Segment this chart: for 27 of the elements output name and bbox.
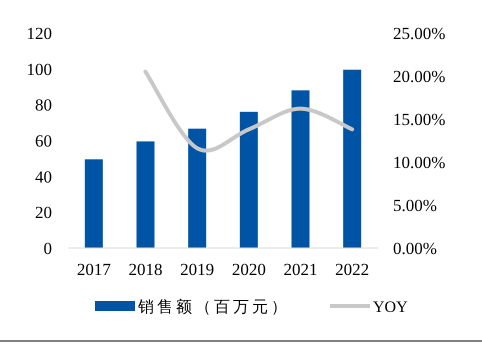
y-tick-label: 40 (35, 167, 52, 186)
y-tick-label: 100 (26, 60, 52, 79)
bar (292, 90, 310, 248)
legend-label: YOY (373, 299, 408, 316)
x-tick-label: 2019 (180, 260, 214, 279)
bar (136, 141, 154, 248)
y2-tick-label: 10.00% (393, 153, 446, 172)
y-tick-label: 0 (44, 239, 52, 258)
y2-tick-label: 15.00% (393, 110, 446, 129)
x-tick-label: 2022 (335, 260, 370, 279)
y-tick-label: 80 (35, 96, 52, 115)
y-tick-label: 120 (26, 24, 52, 43)
y2-tick-label: 20.00% (393, 67, 446, 86)
x-tick-label: 2018 (128, 260, 162, 279)
y2-tick-label: 0.00% (393, 239, 437, 258)
x-tick-label: 2020 (232, 260, 266, 279)
legend-label: 销售额（百万元） (137, 298, 290, 316)
bar (240, 112, 258, 248)
x-tick-label: 2017 (76, 260, 112, 279)
y-tick-label: 20 (35, 203, 52, 222)
y2-tick-label: 25.00% (393, 24, 446, 43)
x-tick-label: 2021 (284, 260, 318, 279)
bar (84, 159, 103, 248)
bar (343, 70, 362, 248)
bar (188, 128, 206, 248)
y2-tick-label: 5.00% (393, 196, 437, 215)
y-tick-label: 60 (35, 132, 52, 150)
